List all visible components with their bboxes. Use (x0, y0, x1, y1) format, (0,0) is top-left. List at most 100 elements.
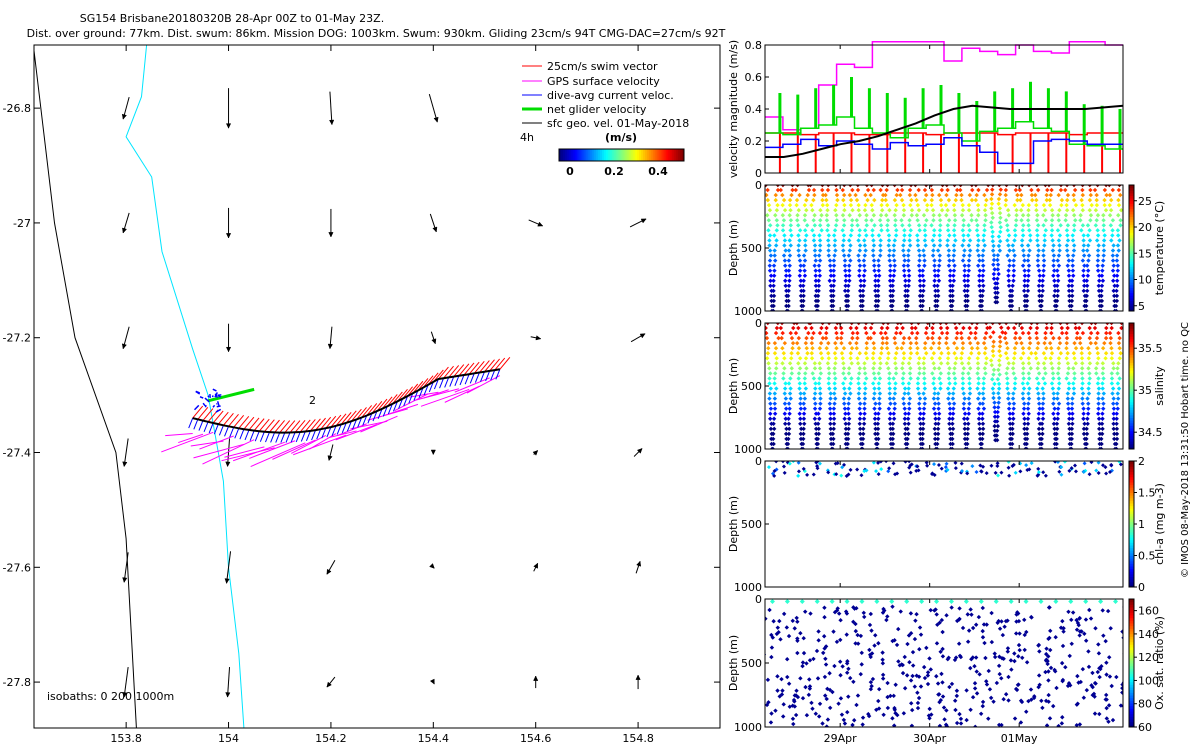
profile-point (905, 298, 910, 304)
profile-point (988, 358, 994, 363)
profile-point (832, 386, 838, 391)
profile-point (951, 406, 956, 411)
profile-point (766, 228, 771, 233)
profile-point (965, 278, 971, 283)
profile-point (936, 421, 941, 426)
profile-point (918, 411, 923, 416)
profile-point (872, 197, 877, 203)
profile-point (1041, 361, 1047, 366)
profile-point (841, 238, 846, 243)
profile-point (909, 701, 914, 706)
profile-point (1097, 711, 1102, 717)
profile-point (816, 283, 822, 288)
colorbar-segment (642, 149, 646, 161)
profile-point (1067, 278, 1072, 283)
profile-point (1102, 197, 1107, 203)
profile-point (976, 253, 981, 258)
profile-point (787, 704, 792, 709)
profile-point (1109, 351, 1115, 356)
profile-point (869, 628, 874, 633)
profile-point (891, 243, 897, 248)
profile-point (1103, 351, 1109, 356)
profile-point (856, 202, 861, 208)
profile-point (918, 298, 923, 304)
profile-point (1100, 366, 1106, 371)
profile-point (831, 416, 837, 421)
profile-point (842, 258, 848, 263)
profile-point (1026, 356, 1032, 361)
y-axis-label: velocity magnitude (m/s) (727, 40, 740, 178)
profile-point (862, 411, 867, 416)
colorbar-tick-label: 20 (1138, 221, 1152, 234)
profile-point (813, 421, 818, 426)
dac-vector (367, 413, 373, 424)
profile-point (1054, 446, 1059, 449)
profile-point (858, 411, 863, 416)
colorbar-segment (1129, 258, 1134, 262)
profile-point (1013, 376, 1018, 381)
profile-point (938, 223, 943, 228)
swim-vector (263, 419, 275, 433)
profile-point (922, 376, 927, 381)
profile-point (977, 283, 982, 288)
profile-point (1007, 411, 1013, 416)
profile-point (891, 396, 896, 401)
profile-point (787, 253, 793, 258)
profile-point (817, 386, 823, 391)
scatter-points (765, 323, 1123, 449)
profile-point (1035, 187, 1041, 193)
profile-point (1088, 330, 1094, 336)
profile-point (903, 283, 908, 288)
gps-velocity-vector (309, 433, 337, 450)
profile-point (1115, 283, 1120, 288)
profile-point (869, 651, 875, 656)
profile-point (872, 268, 877, 273)
profile-point (1056, 238, 1062, 243)
profile-point (991, 339, 996, 344)
dac-vector (212, 404, 216, 408)
profile-point (900, 662, 905, 668)
profile-point (1116, 248, 1121, 253)
colorbar-segment (568, 149, 572, 161)
colorbar-segment (625, 149, 628, 161)
profile-point (1040, 705, 1045, 711)
profile-point (1036, 283, 1042, 288)
sfc-geo-arrow (328, 208, 334, 238)
profile-point (937, 356, 943, 361)
profile-point (1100, 268, 1105, 273)
profile-point (1020, 202, 1026, 208)
profile-point (847, 213, 852, 218)
profile-point (1037, 431, 1042, 437)
profile-point (1052, 293, 1057, 299)
profile-point (977, 391, 982, 396)
profile-point (833, 208, 838, 213)
profile-point (1048, 647, 1053, 653)
profile-point (877, 391, 883, 396)
profile-point (962, 426, 967, 432)
colorbar-segment (1129, 195, 1134, 199)
colorbar-segment (1129, 354, 1134, 358)
profile-point (1029, 697, 1034, 702)
profile-point (835, 335, 840, 341)
profile-point (811, 233, 817, 238)
profile-point (1036, 401, 1042, 406)
colorbar-segment (1129, 446, 1134, 450)
colorbar-segment (1129, 192, 1134, 196)
profile-point (954, 335, 959, 341)
profile-point (780, 192, 785, 198)
profile-point (931, 381, 936, 386)
profile-point (857, 273, 862, 278)
profile-point (1110, 248, 1116, 253)
profile-point (1115, 406, 1120, 411)
profile-point (775, 187, 781, 193)
profile-point (879, 351, 884, 356)
profile-point (915, 700, 921, 706)
profile-point (1072, 463, 1077, 468)
profile-point (937, 340, 942, 346)
profile-point (1104, 716, 1109, 721)
profile-point (800, 663, 805, 669)
map-x-tick-label: 154 (218, 732, 239, 745)
profile-point (1057, 469, 1062, 474)
profile-point (768, 273, 774, 278)
profile-point (856, 381, 861, 386)
